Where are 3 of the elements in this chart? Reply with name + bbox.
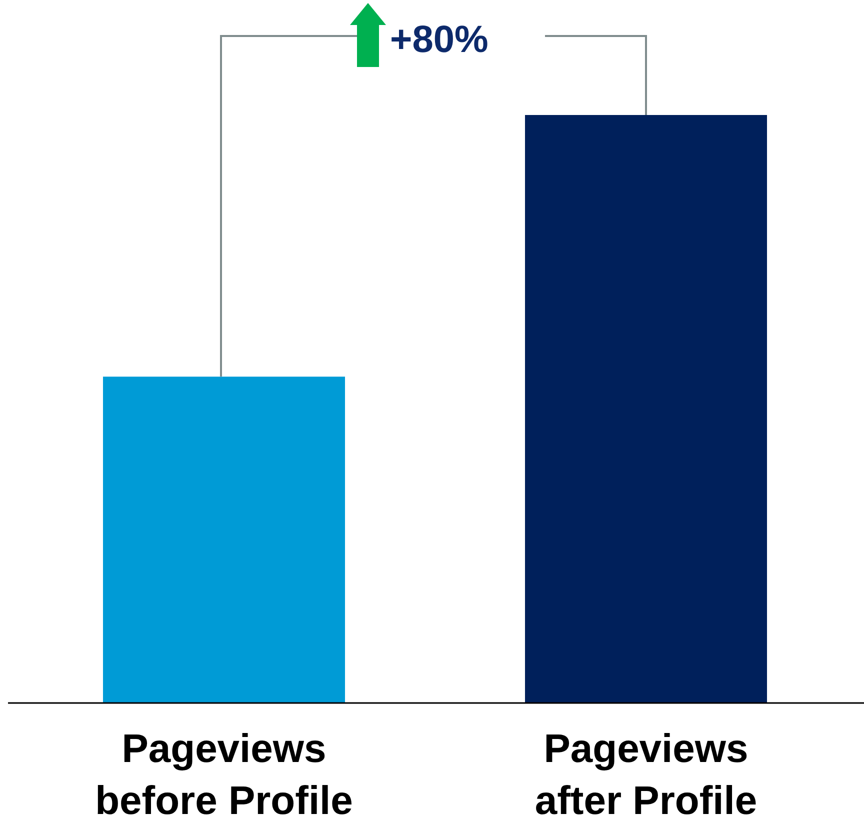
text: +80% xyxy=(390,19,488,61)
x-tick-label: Pageviews before Profile xyxy=(95,727,353,823)
x-tick-label: Pageviews after Profile xyxy=(534,727,758,823)
